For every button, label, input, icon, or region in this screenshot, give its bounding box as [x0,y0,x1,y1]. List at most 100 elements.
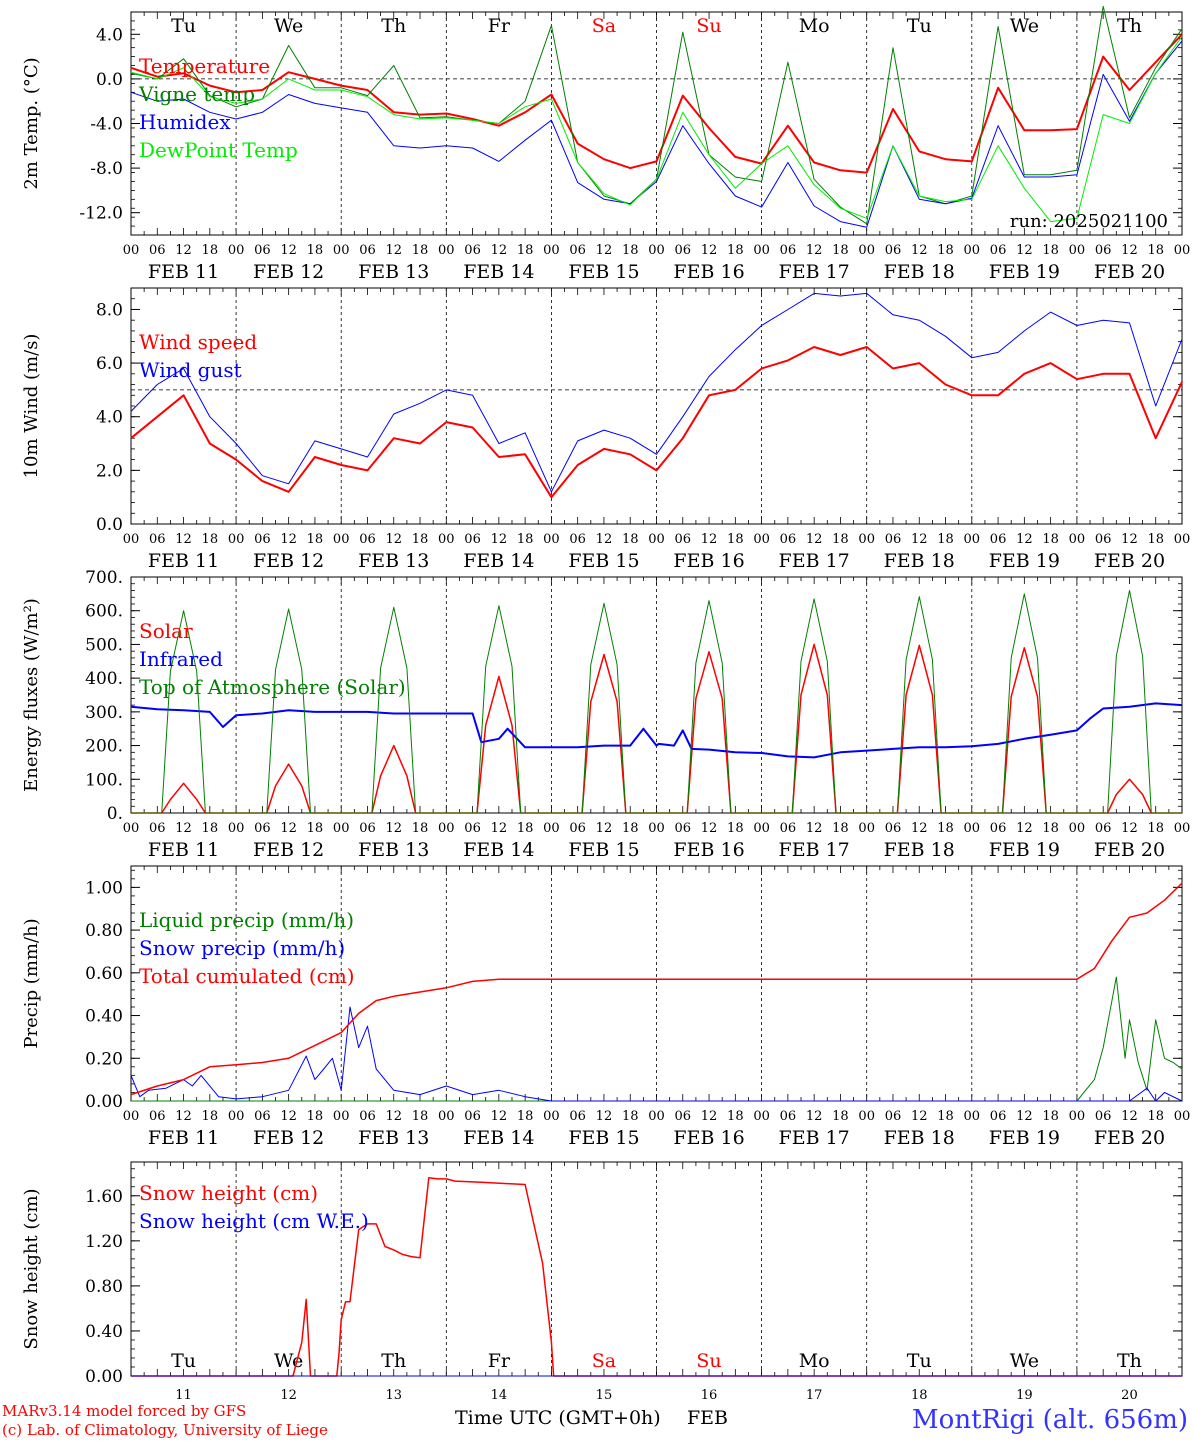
x-hour-label: 00 [964,1109,981,1124]
x-date-label: FEB 18 [884,261,955,283]
x-date-label: FEB 11 [148,839,219,861]
x-date-label: FEB 17 [779,839,850,861]
x-date-label: FEB 19 [989,839,1060,861]
x-hour-label: 12 [1121,532,1138,547]
x-hour-label: 00 [1069,243,1086,258]
weekday-label: Fr [488,15,511,37]
weekday-label: Fr [488,1350,511,1372]
x-hour-label: 12 [701,1109,718,1124]
y-tick-label: 0.0 [96,515,123,535]
x-hour-label: 18 [307,243,324,258]
x-hour-label: 12 [280,1109,297,1124]
x-hour-label: 18 [307,821,324,836]
legend-entry: Top of Atmosphere (Solar) [139,675,406,699]
x-date-label: FEB 12 [253,550,324,572]
x-hour-label: 06 [149,243,166,258]
x-date-label: FEB 17 [779,1127,850,1149]
x-hour-label: 06 [990,243,1007,258]
y-tick-label: 500. [85,635,123,655]
x-date-label: FEB 15 [568,261,639,283]
day-number-label: 15 [596,1388,613,1403]
x-date-label: FEB 12 [253,1127,324,1149]
x-hour-label: 00 [438,1109,455,1124]
x-date-label: FEB 16 [673,1127,744,1149]
y-tick-label: 700. [85,568,123,588]
x-hour-label: 00 [333,821,350,836]
day-number-label: 14 [491,1388,508,1403]
weekday-label: Mo [799,15,830,37]
x-hour-label: 12 [1121,821,1138,836]
run-label: run: 2025021100 [1010,211,1168,232]
weekday-label: Th [1117,15,1142,37]
x-hour-label: 06 [990,821,1007,836]
weekday-label: Tu [907,1350,932,1372]
day-number-label: 12 [280,1388,297,1403]
x-hour-label: 12 [701,243,718,258]
x-date-label: FEB 18 [884,839,955,861]
y-axis-title: 2m Temp. (°C) [21,57,42,189]
x-date-label: FEB 20 [1094,839,1165,861]
panel-snow: 1.60 1.20 0.80 0.40 0.00 Snow height (cm) Tu We… [21,1161,1183,1387]
x-hour-label: 18 [1042,821,1059,836]
model-credit: MARv3.14 model forced by GFS [2,1402,246,1420]
x-hour-label: 06 [885,532,902,547]
x-hour-label: 18 [622,821,639,836]
y-tick-label: 6.0 [96,354,123,374]
weekday-label: Th [381,1350,406,1372]
y-tick-label: 4.0 [96,408,123,428]
legend-entry: Snow precip (mm/h) [139,936,345,960]
x-hour-label: 06 [675,1109,692,1124]
x-hour-label: 18 [622,243,639,258]
x-date-label: FEB 20 [1094,1127,1165,1149]
x-date-label: FEB 15 [568,1127,639,1149]
y-tick-label: 4.0 [96,25,123,45]
x-hour-label: 12 [596,243,613,258]
x-hour-label: 00 [123,243,140,258]
x-hour-label: 00 [858,243,875,258]
x-hour-label: 18 [937,1109,954,1124]
series-line-energy-2 [131,590,1182,814]
x-hour-label: 06 [569,1109,586,1124]
x-hour-label: 06 [569,243,586,258]
x-hour-label: 06 [149,821,166,836]
weekday-label: Mo [799,1350,830,1372]
x-hour-label: 12 [806,532,823,547]
x-hour-label: 18 [1042,243,1059,258]
x-hour-label: 00 [753,532,770,547]
x-hour-label: 18 [517,243,534,258]
x-hour-label: 18 [1147,1109,1164,1124]
day-number-label: 20 [1121,1388,1138,1403]
y-tick-label: 0. [107,804,123,824]
x-hour-label: 12 [701,821,718,836]
x-hour-label: 12 [491,821,508,836]
y-tick-label: 0.0 [96,70,123,90]
x-hour-label: 06 [464,821,481,836]
x-date-label: FEB 13 [358,550,429,572]
x-date-label: FEB 15 [568,550,639,572]
x-hour-label: 12 [280,532,297,547]
x-hour-label: 18 [307,532,324,547]
x-hour-label: 12 [385,243,402,258]
x-hour-label: 12 [911,243,928,258]
legend-entry: Humidex [139,110,231,134]
y-tick-label: 1.20 [85,1232,123,1252]
x-hour-label: 06 [675,821,692,836]
x-hour-label: 00 [123,532,140,547]
x-hour-label: 18 [412,532,429,547]
weekday-label: Tu [907,15,932,37]
x-hour-label: 00 [648,821,665,836]
series-line-precip-1 [130,1006,1183,1102]
y-tick-label: 200. [85,737,123,757]
x-hour-label: 06 [464,532,481,547]
x-date-label: FEB 12 [253,261,324,283]
x-hour-label: 18 [1147,532,1164,547]
legend-entry: Wind gust [139,358,242,382]
x-hour-label: 18 [727,821,744,836]
x-date-label: FEB 14 [463,261,534,283]
x-date-label: FEB 14 [463,839,534,861]
y-tick-label: -8.0 [90,159,123,179]
x-hour-label: 06 [675,243,692,258]
y-tick-label: 2.0 [96,461,123,481]
series-line-temperature-0 [130,33,1183,174]
